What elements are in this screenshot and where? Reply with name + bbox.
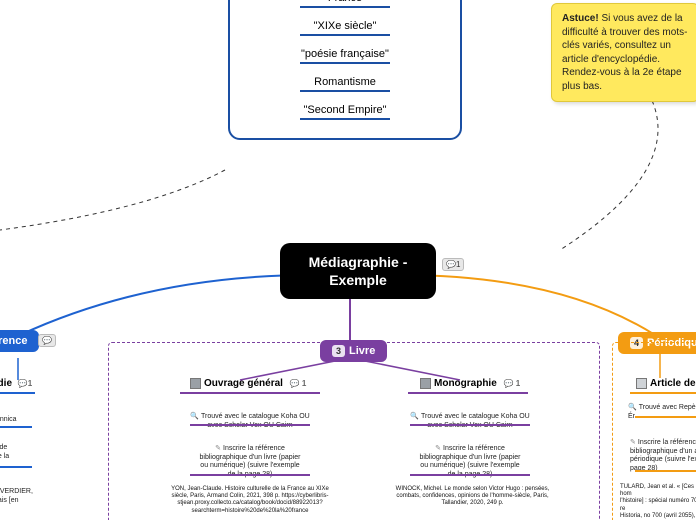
article-header[interactable]: Article de r [636,378,696,389]
pencil-icon: ✎ [630,439,636,446]
tip-box: Astuce! Si vous avez de la difficulté à … [551,3,696,102]
root-line2: Exemple [329,272,387,288]
keyword-item: "poésie française" [300,42,390,64]
ouvrage-citation: YON, Jean-Claude. Histoire culturelle de… [155,486,345,515]
branch-reference-label: érence [0,335,27,347]
mono-title: Monographie [434,378,497,389]
search-icon: 🔍 [628,404,637,411]
keyword-item: Romantisme [300,70,390,92]
article-step1: 🔍Trouvé avec Repère OU Ér [628,404,696,422]
mono-comment: 💬 1 [504,379,521,388]
article-citation: TULARD, Jean et al. « [Ces grands hom l'… [620,484,696,520]
keyword-item: France [300,0,390,8]
search-icon: 🔍 [190,413,199,420]
doc-icon [636,378,647,389]
search-icon: 🔍 [410,413,419,420]
ouvrage-comment: 💬 1 [290,379,307,388]
mono-citation: WINOCK, Michel. Le monde selon Victor Hu… [380,486,565,508]
tip-text: Si vous avez de la difficulté à trouver … [562,13,687,92]
root-node[interactable]: Médiagraphie - Exemple [280,243,436,299]
keyword-item: "XIXe siècle" [300,14,390,36]
left-sub-comment: 💬1 [18,379,32,388]
left-mini-2: s de de la [0,444,34,462]
pencil-icon: ✎ [215,445,221,452]
mono-header[interactable]: Monographie 💬 1 [420,378,520,389]
branch-reference-comment[interactable]: 💬 [38,334,56,347]
ouvrage-title: Ouvrage général [204,378,283,389]
left-sub-header: édie 💬1 [0,378,32,389]
article-title: Article de r [650,378,696,389]
ouvrage-header[interactable]: Ouvrage général 💬 1 [190,378,306,389]
keyword-item: "Second Empire" [300,98,390,120]
root-comment-icon[interactable]: 💬1 [442,258,464,271]
left-mini-1: tannica [0,416,34,425]
tip-bold: Astuce! [562,13,599,24]
mono-step1: 🔍Trouvé avec le catalogue Koha OU avec S… [395,404,545,430]
branch-reference[interactable]: érence [0,330,39,352]
ouvrage-step1: 🔍Trouvé avec le catalogue Koha OU avec S… [175,404,325,430]
root-line1: Médiagraphie - [309,254,408,270]
left-mini-3: e VERDIER, nais [en [0,488,44,506]
pencil-icon: ✎ [435,445,441,452]
left-sub-title: édie [0,378,12,389]
book-icon [420,378,431,389]
keyword-box: France "XIXe siècle" "poésie française" … [228,0,462,140]
book-icon [190,378,201,389]
article-step2: ✎Inscrire la référence bibliographique d… [630,430,696,474]
